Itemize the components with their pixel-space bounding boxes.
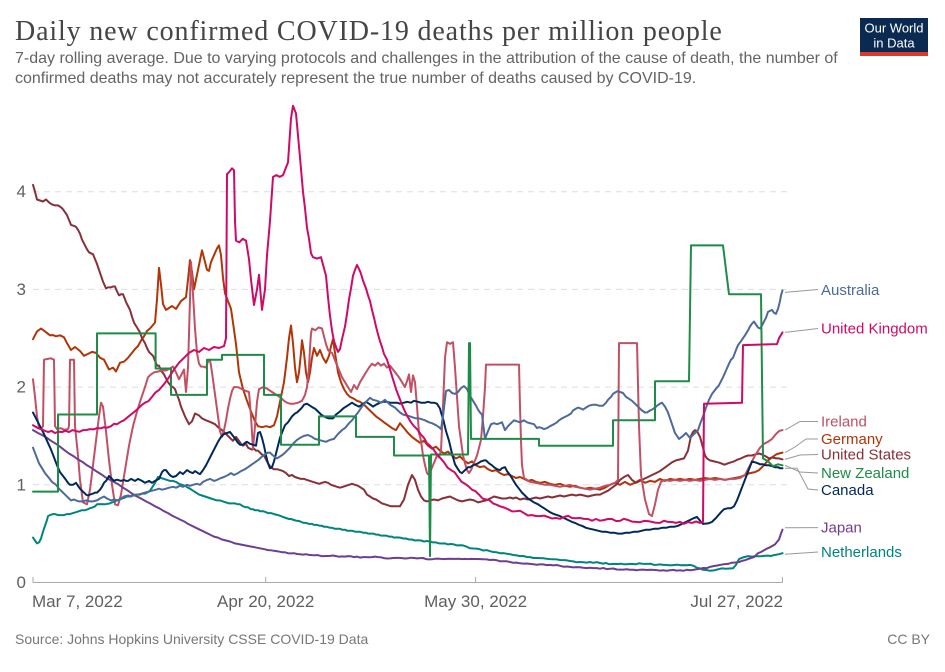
svg-text:Netherlands: Netherlands (821, 544, 902, 561)
svg-text:United Kingdom: United Kingdom (821, 320, 928, 337)
svg-text:Source: Johns Hopkins Universi: Source: Johns Hopkins University CSSE CO… (15, 631, 368, 647)
svg-text:Mar 7, 2022: Mar 7, 2022 (32, 592, 123, 611)
svg-text:Ireland: Ireland (821, 414, 867, 431)
svg-text:Japan: Japan (821, 520, 862, 537)
svg-text:United States: United States (821, 447, 911, 464)
svg-text:in Data: in Data (873, 36, 915, 51)
svg-text:Jul 27, 2022: Jul 27, 2022 (690, 592, 783, 611)
svg-text:7-day rolling average. Due to: 7-day rolling average. Due to varying pr… (15, 50, 838, 67)
svg-text:0: 0 (17, 573, 26, 592)
svg-text:Our World: Our World (865, 21, 924, 36)
svg-text:confirmed deaths may not accur: confirmed deaths may not accurately repr… (15, 70, 696, 87)
svg-text:4: 4 (17, 182, 26, 201)
svg-text:1: 1 (17, 475, 26, 494)
svg-text:New Zealand: New Zealand (821, 465, 909, 482)
svg-text:Germany: Germany (821, 431, 883, 448)
svg-text:Canada: Canada (821, 482, 874, 499)
svg-text:Australia: Australia (821, 282, 880, 299)
svg-text:Apr 20, 2022: Apr 20, 2022 (217, 592, 314, 611)
svg-text:2: 2 (17, 378, 26, 397)
svg-text:May 30, 2022: May 30, 2022 (424, 592, 527, 611)
svg-text:Daily new confirmed COVID-19 d: Daily new confirmed COVID-19 deaths per … (15, 16, 723, 47)
svg-text:3: 3 (17, 280, 26, 299)
svg-text:CC BY: CC BY (887, 631, 930, 647)
